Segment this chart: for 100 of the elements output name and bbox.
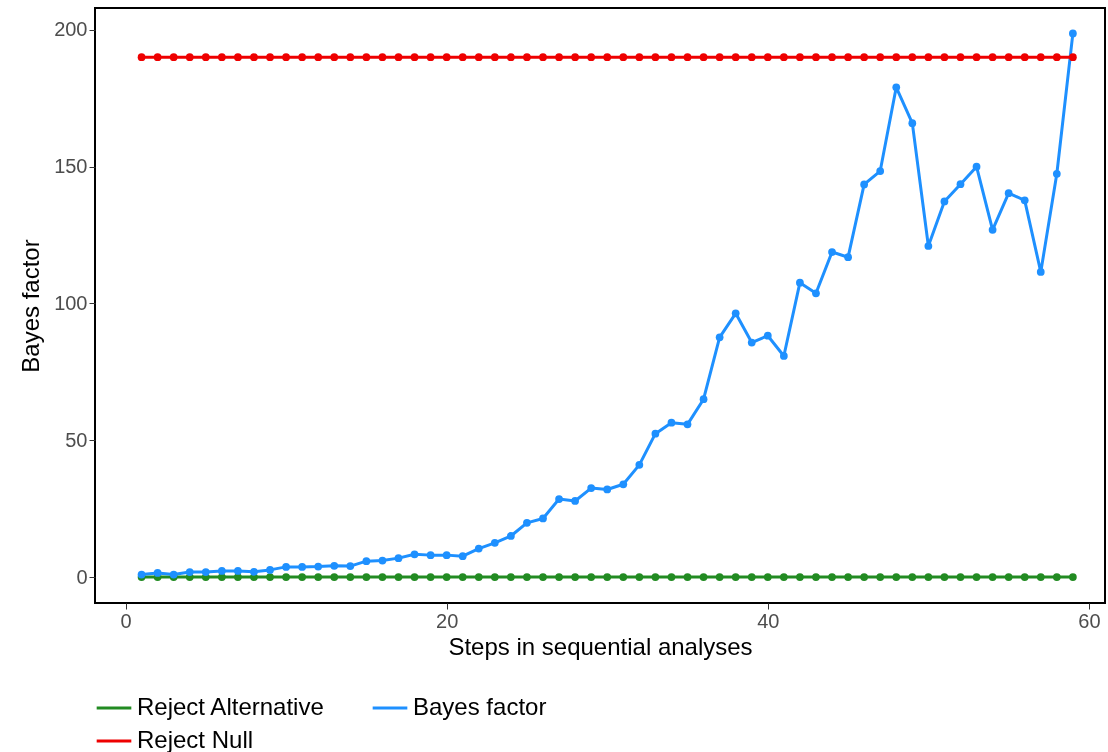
point xyxy=(474,53,483,62)
point xyxy=(523,573,531,581)
point xyxy=(844,573,852,581)
point xyxy=(234,567,242,575)
point xyxy=(362,557,371,566)
point xyxy=(924,53,933,62)
point xyxy=(603,485,612,494)
point xyxy=(1069,29,1077,38)
point xyxy=(394,53,403,62)
point xyxy=(330,53,339,62)
point xyxy=(153,569,162,577)
point xyxy=(619,53,628,62)
x-tick-label: 20 xyxy=(436,609,459,632)
point xyxy=(635,460,644,469)
point xyxy=(812,53,820,62)
point xyxy=(330,561,339,570)
point xyxy=(635,573,644,581)
point xyxy=(314,53,323,62)
y-tick-label: 0 xyxy=(76,565,88,588)
point xyxy=(603,573,612,581)
point xyxy=(796,278,804,287)
point xyxy=(362,573,371,581)
point xyxy=(940,197,949,206)
point xyxy=(298,573,307,581)
point xyxy=(1036,53,1045,62)
point xyxy=(619,573,628,581)
point xyxy=(330,573,339,581)
point xyxy=(507,53,515,62)
x-tick-label: 60 xyxy=(1078,609,1101,632)
point xyxy=(1004,53,1013,62)
point xyxy=(362,53,371,62)
point xyxy=(555,53,563,62)
point xyxy=(828,53,836,62)
legend-label: Reject Alternative xyxy=(137,693,324,720)
point xyxy=(972,162,981,171)
point xyxy=(507,573,515,581)
point xyxy=(523,518,531,527)
point xyxy=(699,53,708,62)
point xyxy=(763,573,772,581)
point xyxy=(908,53,917,62)
point xyxy=(844,253,852,262)
point xyxy=(587,573,596,581)
point xyxy=(378,556,387,565)
point xyxy=(603,53,612,62)
point xyxy=(779,352,788,360)
point xyxy=(346,53,355,62)
point xyxy=(860,53,869,62)
point xyxy=(812,573,820,581)
point xyxy=(956,53,965,62)
point xyxy=(1069,53,1077,62)
point xyxy=(699,395,708,404)
point xyxy=(314,562,323,571)
point xyxy=(924,242,933,250)
y-tick-label: 150 xyxy=(54,155,88,178)
point xyxy=(779,573,788,581)
x-tick-label: 40 xyxy=(757,609,780,632)
point xyxy=(571,53,579,62)
point xyxy=(1069,573,1077,581)
point xyxy=(876,573,885,581)
point xyxy=(763,53,772,62)
point xyxy=(426,551,435,559)
point xyxy=(458,552,467,561)
point xyxy=(876,167,885,175)
point xyxy=(1020,53,1029,62)
point xyxy=(458,53,467,62)
point xyxy=(250,53,258,62)
point xyxy=(892,573,901,581)
point xyxy=(234,53,242,62)
point xyxy=(137,53,146,62)
y-tick-label: 200 xyxy=(54,18,88,41)
point xyxy=(683,53,692,62)
point xyxy=(571,573,579,581)
point xyxy=(458,573,467,581)
point xyxy=(699,573,708,581)
point xyxy=(153,53,162,62)
point xyxy=(523,53,531,62)
point xyxy=(667,418,676,427)
point xyxy=(715,53,724,62)
point xyxy=(972,573,981,581)
point xyxy=(410,53,419,62)
point xyxy=(683,573,692,581)
point xyxy=(539,514,547,523)
point xyxy=(731,573,740,581)
point xyxy=(651,53,660,62)
point xyxy=(812,289,820,298)
point xyxy=(972,53,981,62)
point xyxy=(410,573,419,581)
point xyxy=(442,573,451,581)
point xyxy=(1052,169,1061,178)
point xyxy=(282,53,290,62)
point xyxy=(426,53,435,62)
point xyxy=(651,429,660,438)
point xyxy=(619,480,628,489)
point xyxy=(924,573,933,581)
point xyxy=(587,53,596,62)
point xyxy=(844,53,852,62)
point xyxy=(394,554,403,562)
point xyxy=(298,563,307,571)
point xyxy=(442,53,451,62)
point xyxy=(378,53,387,62)
